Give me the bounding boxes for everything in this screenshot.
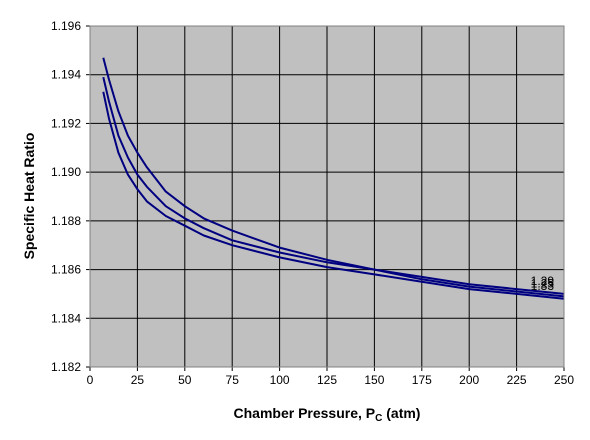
x-axis-title: Chamber Pressure, PC (atm) [234, 405, 421, 424]
x-axis-ticks: 0 25 50 75 100 125 150 175 200 225 250 [87, 367, 574, 387]
x-tick-label: 75 [226, 373, 240, 387]
y-tick-label: 1.196 [51, 19, 81, 33]
y-tick-label: 1.192 [51, 116, 81, 130]
series-lines [102, 57, 565, 300]
y-axis-ticks: 1.182 1.184 1.186 1.188 1.190 1.192 1.194 1.196 [51, 19, 90, 374]
x-axis-title-main: Chamber Pressure, P [234, 405, 376, 421]
x-tick-label: 225 [507, 373, 527, 387]
series-line [102, 76, 565, 295]
x-tick-label: 150 [364, 373, 384, 387]
y-tick-label: 1.186 [51, 263, 81, 277]
y-tick-label: 1.188 [51, 214, 81, 228]
y-axis-title: Specific Heat Ratio [21, 133, 37, 260]
x-tick-label: 175 [412, 373, 432, 387]
series-labels: 1.251.291.33 [531, 274, 555, 293]
series-label: 1.29 [531, 274, 555, 288]
y-tick-label: 1.184 [51, 311, 81, 325]
x-axis-title-subscript: C [375, 413, 382, 424]
series-line [102, 57, 565, 298]
x-tick-label: 200 [459, 373, 479, 387]
y-tick-label: 1.182 [51, 360, 81, 374]
x-tick-label: 0 [87, 373, 94, 387]
x-tick-label: 50 [178, 373, 192, 387]
y-tick-label: 1.190 [51, 165, 81, 179]
x-tick-label: 25 [131, 373, 145, 387]
series-label: 1.33 [531, 279, 555, 293]
series-label: 1.25 [531, 276, 555, 290]
x-axis-title-unit: (atm) [382, 405, 420, 421]
x-tick-label: 125 [317, 373, 337, 387]
plot-border [89, 25, 565, 368]
x-tick-label: 250 [554, 373, 574, 387]
x-tick-label: 100 [270, 373, 290, 387]
y-tick-label: 1.194 [51, 68, 81, 82]
series-line [102, 91, 565, 300]
